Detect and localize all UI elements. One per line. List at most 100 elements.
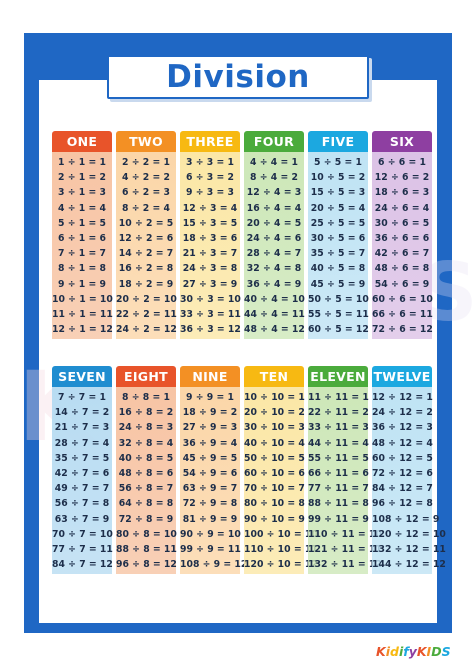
logo-letter: K [376,643,386,659]
table-eight: EIGHT 8 ÷ 8 = 1 16 ÷ 8 = 2 24 ÷ 8 = 3 32 ÷ 8… [116,366,177,575]
table-row: 32 ÷ 8 = 4 [118,437,174,449]
table-row: 70 ÷ 10 = 7 [244,483,305,495]
table-row: 4 ÷ 2 = 2 [122,172,170,184]
table-row: 11 ÷ 1 = 11 [52,308,113,320]
table-row: 5 ÷ 1 = 5 [58,217,106,229]
table-row: 120 ÷ 10 = 12 [244,559,318,571]
table-row: 40 ÷ 4 = 10 [244,293,305,305]
title-box: Division [107,55,369,99]
table-row: 30 ÷ 6 = 5 [374,217,430,229]
table-row: 44 ÷ 11 = 4 [308,437,369,449]
table-row: 28 ÷ 7 = 4 [54,437,110,449]
table-row: 21 ÷ 7 = 3 [54,422,110,434]
table-two: TWO 2 ÷ 2 = 1 4 ÷ 2 = 2 6 ÷ 2 = 3 8 ÷ 2 = 4 1… [116,131,177,340]
table-nine: NINE 9 ÷ 9 = 1 18 ÷ 9 = 2 27 ÷ 9 = 3 36 ÷ 9 … [180,366,248,575]
table-row: 60 ÷ 12 = 5 [372,452,433,464]
table-row: 2 ÷ 2 = 1 [122,157,170,168]
table-row: 12 ÷ 4 = 3 [246,187,302,199]
table-header: SEVEN [52,366,112,387]
table-row: 56 ÷ 7 = 8 [54,498,110,510]
table-row: 9 ÷ 1 = 9 [58,278,106,290]
table-row: 18 ÷ 2 = 9 [118,278,174,290]
table-row: 7 ÷ 1 = 7 [58,248,106,260]
table-row: 6 ÷ 3 = 2 [186,172,234,184]
table-row: 8 ÷ 4 = 2 [250,172,298,184]
table-header: NINE [180,366,240,387]
table-row: 22 ÷ 2 = 11 [116,308,177,320]
table-row: 40 ÷ 10 = 4 [244,437,305,449]
table-row: 10 ÷ 1 = 10 [52,293,113,305]
table-body: 6 ÷ 6 = 1 12 ÷ 6 = 2 18 ÷ 6 = 3 24 ÷ 6 = 4 3… [372,152,433,340]
table-row: 10 ÷ 2 = 5 [118,217,174,229]
table-row: 84 ÷ 7 = 12 [52,559,113,571]
table-row: 45 ÷ 9 = 5 [182,452,238,464]
table-row: 8 ÷ 1 = 8 [58,263,106,275]
table-row: 60 ÷ 6 = 10 [372,293,433,305]
table-row: 9 ÷ 3 = 3 [186,187,234,199]
table-header: EIGHT [116,366,176,387]
table-row: 10 ÷ 10 = 1 [244,392,305,403]
table-row: 9 ÷ 9 = 1 [186,392,234,403]
table-body: 7 ÷ 7 = 1 14 ÷ 7 = 2 21 ÷ 7 = 3 28 ÷ 7 = 4 3… [52,387,113,575]
table-row: 72 ÷ 9 = 8 [182,498,238,510]
table-row: 77 ÷ 11 = 7 [308,483,369,495]
table-row: 27 ÷ 3 = 9 [182,278,238,290]
table-row: 50 ÷ 5 = 10 [308,293,369,305]
table-row: 36 ÷ 4 = 9 [246,278,302,290]
table-row: 110 ÷ 10 = 11 [244,543,318,555]
table-row: 42 ÷ 7 = 6 [54,467,110,479]
logo-letter: i [398,643,404,659]
table-header: ONE [52,131,112,152]
table-row: 35 ÷ 5 = 7 [310,248,366,260]
table-eleven: ELEVEN 11 ÷ 11 = 1 22 ÷ 11 = 2 33 ÷ 11 = 3 4… [308,366,382,575]
table-row: 72 ÷ 6 = 12 [372,324,433,336]
table-body: 12 ÷ 12 = 1 24 ÷ 12 = 2 36 ÷ 12 = 3 48 ÷ 12… [372,387,446,575]
table-row: 3 ÷ 3 = 1 [186,157,234,168]
table-row: 80 ÷ 8 = 10 [116,528,177,540]
table-header: TWELVE [372,366,432,387]
table-row: 132 ÷ 12 = 11 [372,543,446,555]
table-row: 16 ÷ 4 = 4 [246,202,302,214]
table-row: 20 ÷ 2 = 10 [116,293,177,305]
table-row: 48 ÷ 12 = 4 [372,437,433,449]
table-row: 15 ÷ 5 = 3 [310,187,366,199]
table-row: 30 ÷ 5 = 6 [310,232,366,244]
table-three: THREE 3 ÷ 3 = 1 6 ÷ 3 = 2 9 ÷ 3 = 3 12 ÷ 3 =… [180,131,241,340]
table-row: 14 ÷ 2 = 7 [118,248,174,260]
table-row: 144 ÷ 12 = 12 [372,559,446,571]
table-row: 24 ÷ 2 = 12 [116,324,177,336]
table-row: 108 ÷ 12 = 9 [372,513,440,525]
table-row: 33 ÷ 11 = 3 [308,422,369,434]
logo-letter: d [389,643,399,659]
table-row: 72 ÷ 12 = 6 [372,467,433,479]
table-row: 96 ÷ 12 = 8 [372,498,433,510]
table-header: ELEVEN [308,366,368,387]
table-row: 15 ÷ 3 = 5 [182,217,238,229]
table-row: 27 ÷ 9 = 3 [182,422,238,434]
table-row: 32 ÷ 4 = 8 [246,263,302,275]
table-row: 54 ÷ 6 = 9 [374,278,430,290]
table-row: 20 ÷ 4 = 5 [246,217,302,229]
table-twelve: TWELVE 12 ÷ 12 = 1 24 ÷ 12 = 2 36 ÷ 12 = 3 4… [372,366,446,575]
table-header: TWO [116,131,176,152]
table-body: 8 ÷ 8 = 1 16 ÷ 8 = 2 24 ÷ 8 = 3 32 ÷ 8 = 4 4… [116,387,177,575]
table-row: 63 ÷ 7 = 9 [54,513,110,525]
table-one: ONE 1 ÷ 1 = 1 2 ÷ 1 = 2 3 ÷ 1 = 3 4 ÷ 1 = 4 5… [52,131,113,340]
table-row: 24 ÷ 4 = 6 [246,232,302,244]
table-body: 11 ÷ 11 = 1 22 ÷ 11 = 2 33 ÷ 11 = 3 44 ÷ 11… [308,387,382,575]
table-row: 90 ÷ 9 = 10 [180,528,241,540]
logo-letter: I [426,643,432,659]
table-row: 108 ÷ 9 = 12 [180,559,248,571]
table-row: 99 ÷ 11 = 9 [308,513,369,525]
table-row: 72 ÷ 8 = 9 [118,513,174,525]
logo-letter: K [416,643,427,659]
table-row: 81 ÷ 9 = 9 [182,513,238,525]
page-title: Division [166,59,310,95]
table-row: 18 ÷ 6 = 3 [374,187,430,199]
table-row: 48 ÷ 4 = 12 [244,324,305,336]
table-row: 42 ÷ 6 = 7 [374,248,430,260]
table-row: 25 ÷ 5 = 5 [310,217,366,229]
table-body: 3 ÷ 3 = 1 6 ÷ 3 = 2 9 ÷ 3 = 3 12 ÷ 3 = 4 15 … [180,152,241,340]
table-row: 8 ÷ 2 = 4 [122,202,170,214]
table-row: 30 ÷ 3 = 10 [180,293,241,305]
